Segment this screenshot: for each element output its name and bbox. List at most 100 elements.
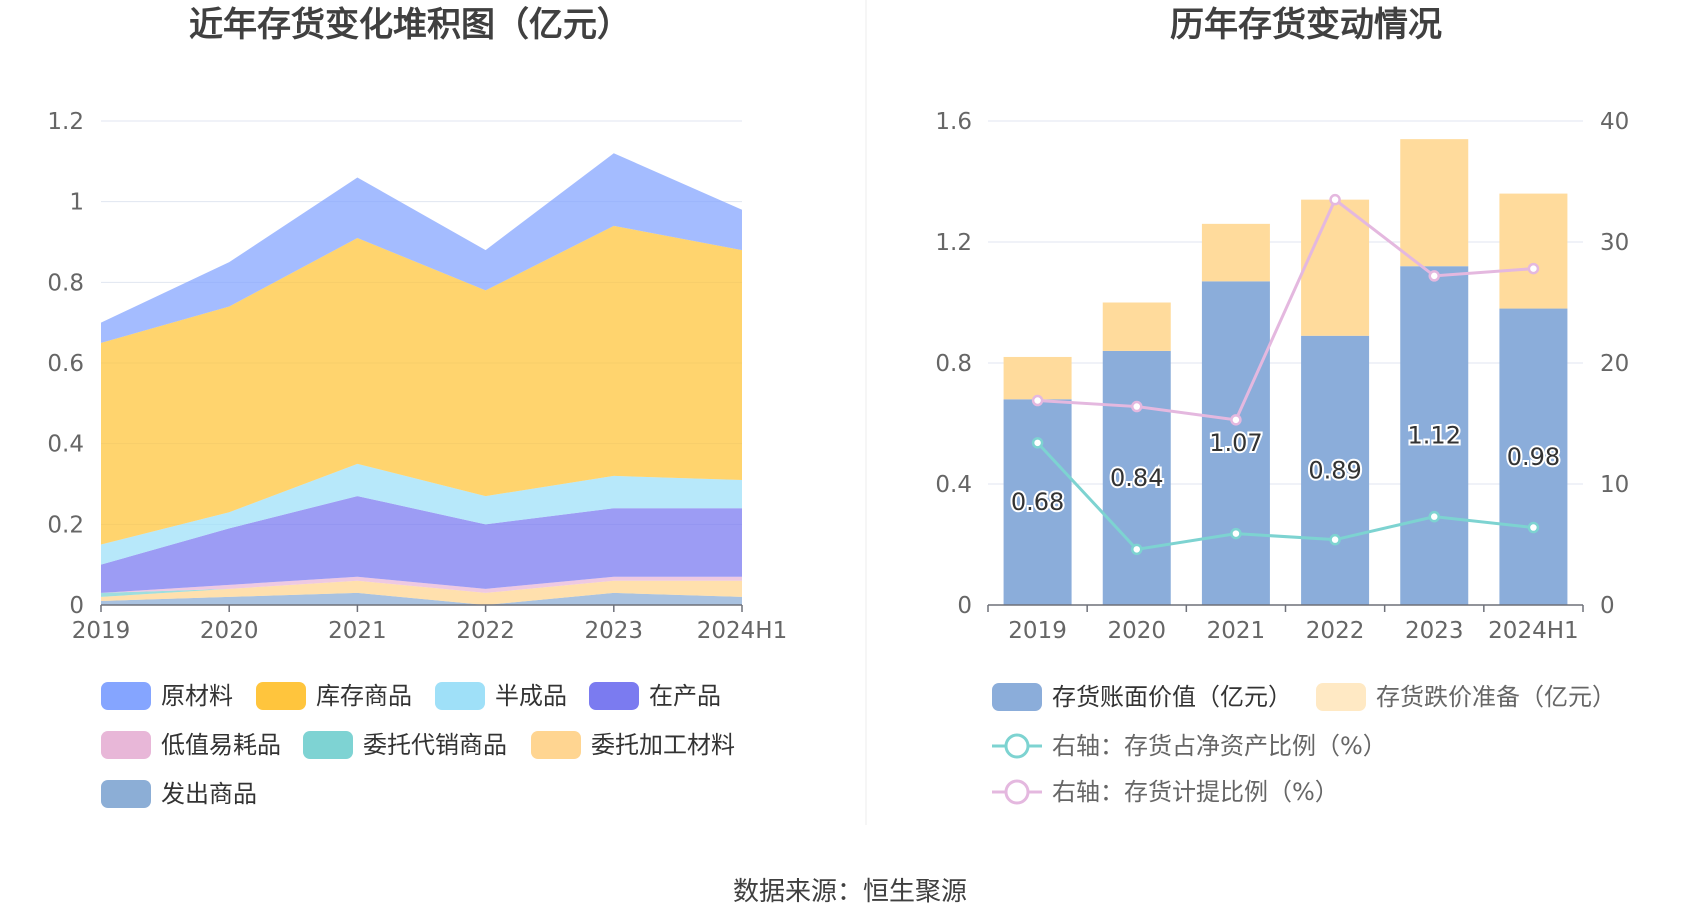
- bar-data-label: 0.98: [1507, 443, 1560, 471]
- left-legend-swatch: [101, 780, 151, 808]
- bar-impairment-reserve: [1003, 356, 1072, 400]
- right-legend: 存货账面价值（亿元） 存货跌价准备（亿元） 右轴：存货占净资产比例（%） 右轴：存货计…: [992, 683, 1616, 806]
- left-legend-swatch: [531, 731, 581, 759]
- right-legend-label: 右轴：存货占净资产比例（%）: [1052, 732, 1387, 760]
- line-point: [1428, 510, 1440, 523]
- left-legend-label: 原材料: [161, 682, 233, 710]
- left-legend-label: 在产品: [649, 682, 721, 710]
- right-chart-title: 历年存货变动情况: [1170, 5, 1442, 45]
- line-point: [1230, 414, 1242, 426]
- right-lines: [1031, 193, 1540, 556]
- left-legend-swatch: [101, 731, 151, 759]
- bar-book-value: [1499, 308, 1568, 605]
- line-point: [1428, 270, 1440, 282]
- bar-book-value: [1301, 335, 1370, 605]
- left-x-tick-label: 2020: [200, 618, 259, 644]
- right-legend-swatch: [992, 683, 1042, 711]
- bar-data-label: 1.12: [1408, 422, 1461, 450]
- area-series-7: [101, 153, 742, 343]
- right-legend-marker: [1004, 779, 1030, 805]
- left-x-tick-label: 2022: [456, 618, 515, 644]
- bar-impairment-reserve: [1102, 302, 1171, 351]
- right-y2-tick-label: 40: [1600, 109, 1629, 135]
- left-legend-label: 发出商品: [161, 780, 257, 808]
- right-legend-label: 右轴：存货计提比例（%）: [1052, 778, 1339, 806]
- right-x-tick-label: 2021: [1207, 618, 1266, 644]
- left-legend-swatch: [303, 731, 353, 759]
- left-x-tick-label: 2019: [72, 618, 131, 644]
- left-y-tick-label: 0.8: [47, 270, 84, 296]
- right-x-tick-label: 2024H1: [1488, 618, 1578, 644]
- bar-book-value: [1102, 350, 1171, 605]
- left-y-tick-label: 1: [69, 190, 84, 216]
- bar-book-value: [1400, 266, 1469, 605]
- right-x-tick-label: 2020: [1107, 618, 1166, 644]
- stacked-area-chart: 近年存货变化堆积图（亿元） 0 0.2 0.4 0.6 0.8 1 1.2 2019 2020…: [47, 5, 787, 808]
- left-legend-swatch: [101, 682, 151, 710]
- area-series-5: [101, 463, 742, 565]
- area-series-4: [101, 496, 742, 593]
- right-bars: [1003, 139, 1568, 605]
- left-legend-label: 库存商品: [316, 682, 412, 710]
- bar-impairment-reserve: [1201, 223, 1270, 282]
- line-point: [1131, 543, 1143, 556]
- inventory-bar-line-chart: 历年存货变动情况 0 0.4 0.8 1.2 1.6 0 10 20 30 40 0.68 0.84…: [935, 5, 1629, 806]
- left-axes: 2019 2020 2021 2022 2023 2024H1: [72, 604, 787, 644]
- left-y-tick-label: 0.4: [47, 432, 84, 458]
- left-legend-swatch: [256, 682, 306, 710]
- line-point: [1031, 394, 1044, 407]
- right-x-tick-label: 2023: [1405, 618, 1464, 644]
- right-y2-tick-label: 0: [1600, 593, 1615, 619]
- bar-impairment-reserve: [1499, 193, 1568, 309]
- right-y-tick-label: 1.6: [935, 109, 972, 135]
- left-legend-swatch: [435, 682, 485, 710]
- right-x-tick-label: 2019: [1008, 618, 1067, 644]
- left-legend-label: 低值易耗品: [161, 731, 281, 759]
- area-series-3: [101, 576, 742, 593]
- left-legend-swatch: [589, 682, 639, 710]
- left-chart-title: 近年存货变化堆积图（亿元）: [189, 5, 631, 45]
- right-y2-tick-label: 10: [1600, 472, 1629, 498]
- line-point: [1527, 521, 1540, 534]
- line-point: [1329, 533, 1341, 546]
- right-legend-label: 存货账面价值（亿元）: [1052, 683, 1292, 711]
- line-net-asset-ratio: [1036, 441, 1534, 551]
- left-area-layers: [101, 153, 742, 605]
- bar-data-label: 0.84: [1110, 464, 1163, 492]
- line-point: [1527, 262, 1540, 275]
- left-x-tick-label: 2023: [585, 618, 644, 644]
- right-y-tick-label: 0: [957, 593, 972, 619]
- right-y2-tick-label: 30: [1600, 230, 1629, 256]
- area-series-6: [101, 225, 742, 545]
- line-point: [1131, 400, 1143, 413]
- right-legend-label: 存货跌价准备（亿元）: [1376, 683, 1616, 711]
- line-point: [1031, 437, 1044, 449]
- line-point: [1230, 527, 1242, 540]
- right-y-tick-label: 0.4: [935, 472, 972, 498]
- left-legend-label: 委托加工材料: [591, 731, 735, 759]
- left-legend-label: 半成品: [495, 682, 567, 710]
- left-y-tick-label: 1.2: [47, 109, 84, 135]
- bar-data-label: 1.07: [1209, 429, 1262, 457]
- right-axes: 2019 2020 2021 2022 2023 2024H1: [987, 604, 1584, 644]
- left-x-tick-label: 2024H1: [697, 618, 787, 644]
- right-y-tick-label: 1.2: [935, 230, 972, 256]
- right-y2-tick-label: 20: [1600, 351, 1629, 377]
- bar-impairment-reserve: [1400, 139, 1469, 267]
- right-gridlines: 0 0.4 0.8 1.2 1.6 0 10 20 30 40: [935, 109, 1629, 619]
- bar-impairment-reserve: [1301, 199, 1370, 336]
- data-source-footer: 数据来源：恒生聚源: [733, 877, 967, 907]
- bar-book-value: [1003, 399, 1072, 605]
- line-provision-ratio: [1037, 197, 1534, 422]
- bar-data-label: 0.89: [1308, 456, 1361, 484]
- right-legend-marker: [1004, 733, 1030, 759]
- right-x-tick-label: 2022: [1306, 618, 1365, 644]
- right-bar-labels: 0.68 0.84 1.07 0.89 1.12 0.98: [1009, 420, 1562, 519]
- line-point: [1329, 193, 1341, 206]
- bar-data-label: 0.68: [1011, 488, 1064, 516]
- bar-book-value: [1201, 281, 1270, 605]
- left-x-tick-label: 2021: [328, 618, 387, 644]
- right-y-tick-label: 0.8: [935, 351, 972, 377]
